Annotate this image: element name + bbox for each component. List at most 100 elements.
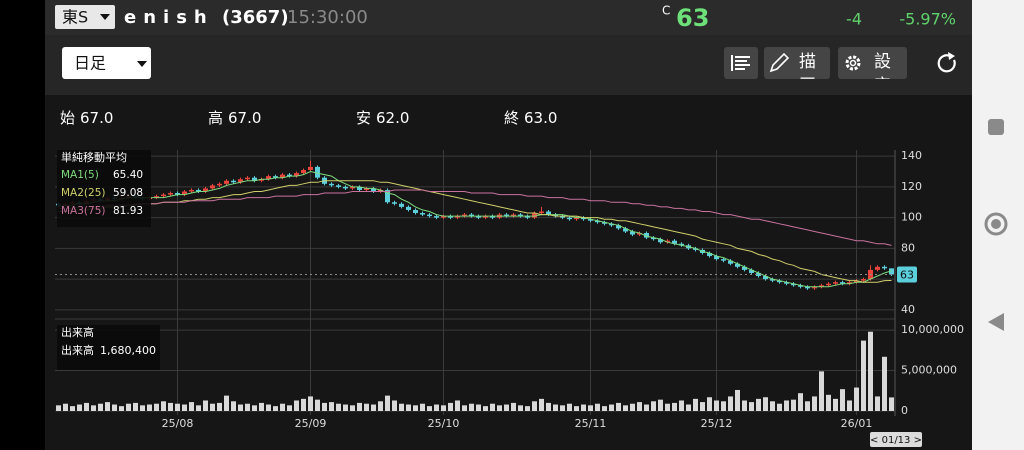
candle-body xyxy=(672,240,677,244)
volume-bar xyxy=(56,405,61,411)
vol-tick-label: 0 xyxy=(901,404,908,417)
volume-bar xyxy=(238,404,243,411)
volume-bar xyxy=(84,402,89,411)
last-price-label: 63 xyxy=(900,269,914,282)
volume-bar xyxy=(574,406,579,411)
volume-bar xyxy=(693,398,698,411)
candle-body xyxy=(182,191,187,195)
volume-bar xyxy=(210,403,215,411)
candle-body xyxy=(469,214,474,217)
candle-body xyxy=(343,186,348,189)
volume-bar xyxy=(490,403,495,411)
candle-body xyxy=(693,248,698,250)
candle-body xyxy=(161,194,166,197)
volume-bar xyxy=(140,405,145,411)
volume-bar xyxy=(357,402,362,411)
volume-bar xyxy=(189,402,194,411)
volume-bar xyxy=(686,404,691,411)
ma-line xyxy=(58,170,892,288)
volume-bar xyxy=(658,399,663,411)
volume-bar xyxy=(616,402,621,411)
volume-bar xyxy=(497,405,502,411)
volume-bar xyxy=(63,403,68,411)
volume-bar xyxy=(735,389,740,411)
candle-body xyxy=(273,176,278,178)
candle-body xyxy=(805,286,810,289)
candle-body xyxy=(357,186,362,190)
ohlc-label: 終 xyxy=(504,109,519,127)
volume-bar xyxy=(112,404,117,411)
volume-bar xyxy=(651,401,656,411)
last-price-box xyxy=(897,266,917,283)
candle-body xyxy=(455,216,460,218)
volume-bar xyxy=(756,398,761,411)
candle-body xyxy=(623,228,628,232)
candle-body xyxy=(602,222,607,224)
candle-body xyxy=(756,272,761,277)
candle-body xyxy=(287,174,292,177)
vol-series-name: 出来高 xyxy=(61,343,94,357)
vol-last-value: 1,680,400 xyxy=(100,344,156,357)
ohlc-label: 始 xyxy=(60,109,75,127)
candle-body xyxy=(427,214,432,217)
candle-body xyxy=(553,214,558,217)
x-tick-label: 26/01 xyxy=(841,417,873,430)
volume-bar xyxy=(861,340,866,411)
volume-bar xyxy=(854,387,859,411)
candle-body xyxy=(819,285,824,287)
toolbar-bar xyxy=(45,35,972,95)
candle-body xyxy=(567,217,572,220)
draw-button[interactable]: 描画 xyxy=(764,47,830,79)
y-tick-label: 120 xyxy=(901,180,922,193)
volume-bar xyxy=(553,404,558,411)
candle-body xyxy=(560,216,565,218)
marks xyxy=(55,160,895,411)
period-arrow xyxy=(137,61,147,67)
candle-body xyxy=(679,243,684,246)
candle-body xyxy=(476,216,481,218)
list-icon xyxy=(731,55,750,71)
nav-recent[interactable] xyxy=(988,119,1004,135)
nav-back[interactable] xyxy=(988,313,1004,331)
candle-body xyxy=(252,177,257,181)
candle-body xyxy=(770,279,775,281)
volume-bar xyxy=(434,404,439,411)
y-tick-label: 40 xyxy=(901,303,915,316)
candle-body xyxy=(546,211,551,215)
legend-box xyxy=(57,150,151,227)
candle-body xyxy=(378,189,383,192)
volume-bar xyxy=(749,402,754,411)
refresh-icon[interactable] xyxy=(937,52,956,73)
nav-home[interactable] xyxy=(984,212,1008,236)
candle-body xyxy=(399,203,404,207)
volume-bar xyxy=(784,400,789,411)
candle-body xyxy=(714,256,719,260)
candle-body xyxy=(532,213,537,218)
candle-body xyxy=(833,282,838,284)
nav-home-dot xyxy=(991,219,1001,229)
volume-bar xyxy=(378,401,383,411)
volume-bar xyxy=(595,403,600,411)
volume-bar xyxy=(763,397,768,411)
exchange-select[interactable] xyxy=(55,5,115,29)
x-tick-label: 25/09 xyxy=(295,417,327,430)
candle-body xyxy=(294,173,299,177)
candle-body xyxy=(777,280,782,283)
volume-bar xyxy=(315,399,320,411)
layout-button[interactable] xyxy=(724,47,758,79)
vol-title: 出来高 xyxy=(61,325,94,339)
volume-bar xyxy=(833,398,838,411)
volume-bar xyxy=(231,401,236,411)
volume-bar xyxy=(805,401,810,411)
period-select[interactable] xyxy=(62,47,151,79)
volume-bar xyxy=(889,397,894,411)
time: 15:30:00 xyxy=(287,7,368,28)
y-tick-label: 140 xyxy=(901,149,922,162)
volume-bar xyxy=(427,406,432,411)
volume-bar xyxy=(259,402,264,411)
y-tick-label: 80 xyxy=(901,241,915,254)
settings-button[interactable]: 設定 xyxy=(838,47,907,79)
volume-bar xyxy=(273,406,278,411)
candle-body xyxy=(707,252,712,257)
